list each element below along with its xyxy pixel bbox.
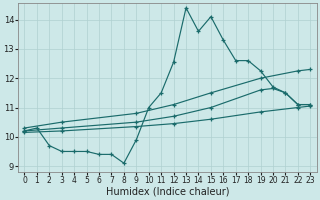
X-axis label: Humidex (Indice chaleur): Humidex (Indice chaleur) <box>106 187 229 197</box>
